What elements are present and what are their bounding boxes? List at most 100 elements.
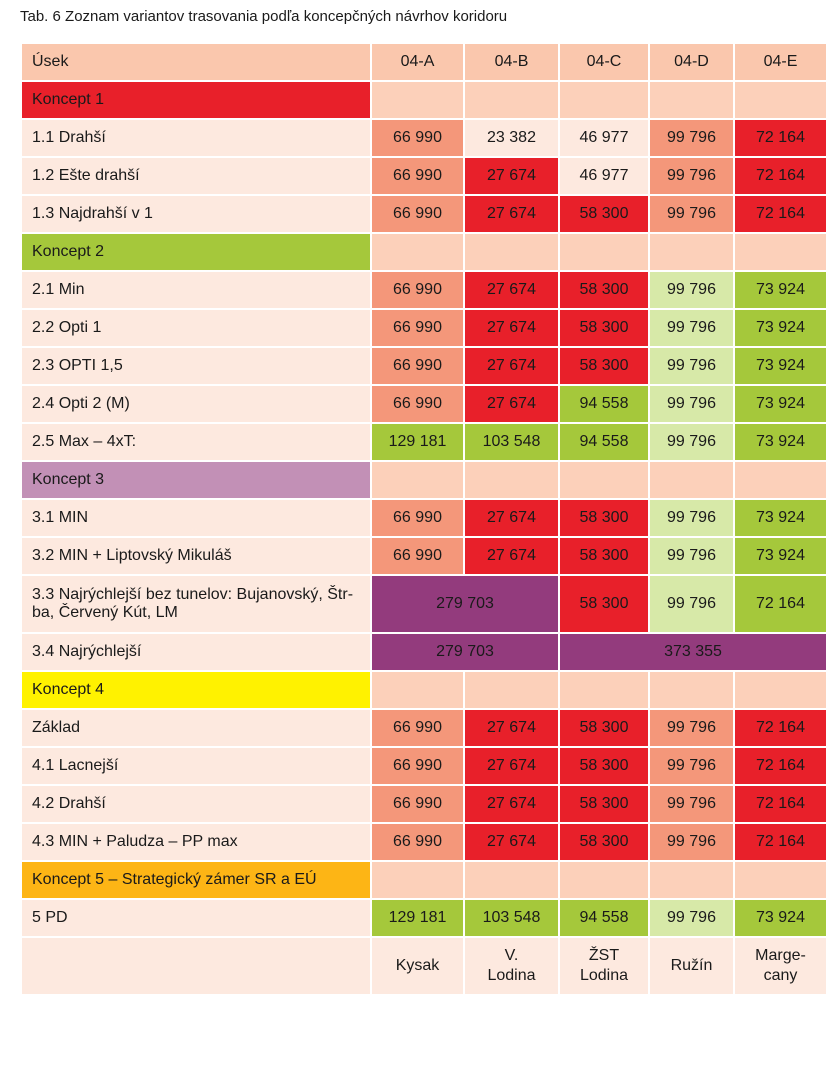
value-cell: 279 703 xyxy=(370,632,560,672)
value-cell: 72 164 xyxy=(733,574,828,634)
header-cell: 04-E xyxy=(733,42,828,82)
value-cell: 27 674 xyxy=(463,384,560,424)
value-cell: 72 164 xyxy=(733,784,828,824)
value-cell: 27 674 xyxy=(463,708,560,748)
value-cell: 129 181 xyxy=(370,898,465,938)
value-cell: 27 674 xyxy=(463,822,560,862)
value-cell: 27 674 xyxy=(463,156,560,196)
value-cell: 72 164 xyxy=(733,708,828,748)
value-cell: 66 990 xyxy=(370,118,465,158)
row-label: 5 PD xyxy=(20,898,372,938)
empty-cell xyxy=(648,80,735,120)
value-cell: 73 924 xyxy=(733,898,828,938)
value-cell: 94 558 xyxy=(558,384,650,424)
empty-cell xyxy=(20,936,372,996)
header-cell: 04-A xyxy=(370,42,465,82)
value-cell: 99 796 xyxy=(648,784,735,824)
row-label: Základ xyxy=(20,708,372,748)
empty-cell xyxy=(370,460,465,500)
empty-cell xyxy=(463,232,560,272)
value-cell: 58 300 xyxy=(558,270,650,310)
empty-cell xyxy=(370,232,465,272)
value-cell: 46 977 xyxy=(558,156,650,196)
value-cell: 99 796 xyxy=(648,898,735,938)
empty-cell xyxy=(463,860,560,900)
value-cell: 58 300 xyxy=(558,498,650,538)
header-cell: Úsek xyxy=(20,42,372,82)
value-cell: 99 796 xyxy=(648,574,735,634)
header-cell: 04-B xyxy=(463,42,560,82)
empty-cell xyxy=(370,670,465,710)
value-cell: 99 796 xyxy=(648,156,735,196)
row-label: 3.3 Najrýchlejší bez tunelov: Bujanovský… xyxy=(20,574,372,634)
empty-cell xyxy=(463,80,560,120)
value-cell: 27 674 xyxy=(463,784,560,824)
concept-row: Koncept 4 xyxy=(20,670,828,710)
data-row: 2.5 Max – 4xT: 129 181 103 548 94 558 99 796… xyxy=(20,422,828,462)
table: Úsek 04-A 04-B 04-C 04-D 04-E Koncept 1 1.1 Dra… xyxy=(20,42,828,996)
row-label: 3.1 MIN xyxy=(20,498,372,538)
data-row: 2.1 Min 66 990 27 674 58 300 99 796 73 924 xyxy=(20,270,828,310)
footer-cell: Marge-cany xyxy=(733,936,828,996)
data-row: 2.2 Opti 1 66 990 27 674 58 300 99 796 73 924 xyxy=(20,308,828,348)
value-cell: 66 990 xyxy=(370,270,465,310)
row-label: 4.3 MIN + Paludza – PP max xyxy=(20,822,372,862)
value-cell: 27 674 xyxy=(463,536,560,576)
data-row: 3.2 MIN + Liptovský Mikuláš 66 990 27 674 5… xyxy=(20,536,828,576)
empty-cell xyxy=(733,460,828,500)
empty-cell xyxy=(558,670,650,710)
data-row: 4.1 Lacnejší 66 990 27 674 58 300 99 796 72 1… xyxy=(20,746,828,786)
row-label: 2.2 Opti 1 xyxy=(20,308,372,348)
table-body: Úsek 04-A 04-B 04-C 04-D 04-E Koncept 1 1.1 Dra… xyxy=(20,42,828,996)
footer-cell: Ružín xyxy=(648,936,735,996)
value-cell: 66 990 xyxy=(370,536,465,576)
empty-cell xyxy=(733,670,828,710)
row-label: 3.2 MIN + Liptovský Mikuláš xyxy=(20,536,372,576)
footer-cell: Kysak xyxy=(370,936,465,996)
data-row: 2.4 Opti 2 (M) 66 990 27 674 94 558 99 796 73… xyxy=(20,384,828,424)
data-row: 4.2 Drahší 66 990 27 674 58 300 99 796 72 164 xyxy=(20,784,828,824)
value-cell: 58 300 xyxy=(558,574,650,634)
value-cell: 99 796 xyxy=(648,746,735,786)
value-cell: 73 924 xyxy=(733,422,828,462)
value-cell: 72 164 xyxy=(733,156,828,196)
empty-cell xyxy=(558,460,650,500)
value-cell: 58 300 xyxy=(558,536,650,576)
value-cell: 72 164 xyxy=(733,746,828,786)
concept-row: Koncept 5 – Strategický zámer SR a EÚ xyxy=(20,860,828,900)
empty-cell xyxy=(370,80,465,120)
value-cell: 27 674 xyxy=(463,746,560,786)
value-cell: 94 558 xyxy=(558,898,650,938)
empty-cell xyxy=(558,232,650,272)
data-row: 1.2 Ešte drahší 66 990 27 674 46 977 99 796 7… xyxy=(20,156,828,196)
value-cell: 66 990 xyxy=(370,156,465,196)
row-label: 2.4 Opti 2 (M) xyxy=(20,384,372,424)
empty-cell xyxy=(648,232,735,272)
value-cell: 279 703 xyxy=(370,574,560,634)
value-cell: 99 796 xyxy=(648,194,735,234)
value-cell: 27 674 xyxy=(463,270,560,310)
value-cell: 27 674 xyxy=(463,194,560,234)
footer-label: Kysak xyxy=(395,957,440,974)
value-cell: 73 924 xyxy=(733,384,828,424)
empty-cell xyxy=(733,860,828,900)
value-cell: 66 990 xyxy=(370,498,465,538)
empty-cell xyxy=(558,860,650,900)
concept-label: Koncept 2 xyxy=(20,232,372,272)
value-cell: 58 300 xyxy=(558,784,650,824)
row-label: 1.3 Najdrahší v 1 xyxy=(20,194,372,234)
footer-cell: V. Lodina xyxy=(463,936,560,996)
footer-label: Marge-cany xyxy=(755,947,806,984)
header-cell: 04-C xyxy=(558,42,650,82)
concept-row: Koncept 2 xyxy=(20,232,828,272)
value-cell: 99 796 xyxy=(648,422,735,462)
value-cell: 27 674 xyxy=(463,308,560,348)
value-cell: 99 796 xyxy=(648,536,735,576)
empty-cell xyxy=(648,670,735,710)
value-cell: 99 796 xyxy=(648,498,735,538)
value-cell: 73 924 xyxy=(733,498,828,538)
value-cell: 72 164 xyxy=(733,822,828,862)
row-label: 1.2 Ešte drahší xyxy=(20,156,372,196)
row-label: 1.1 Drahší xyxy=(20,118,372,158)
